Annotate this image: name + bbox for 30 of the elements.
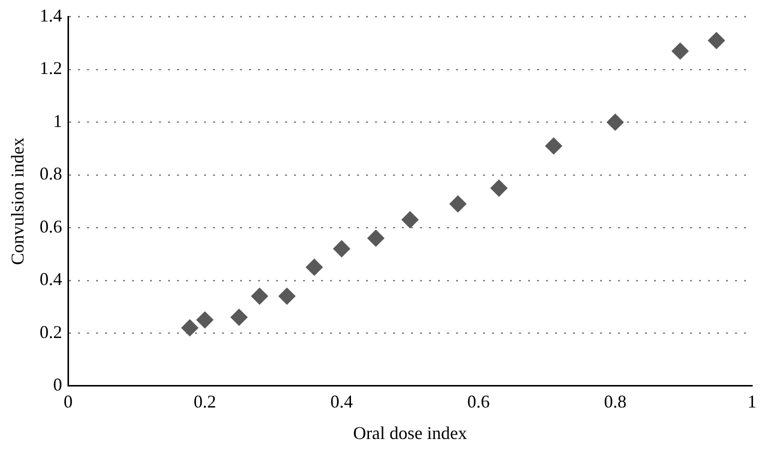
point xyxy=(196,311,214,328)
x-axis-title: Oral dose index xyxy=(353,422,468,443)
point xyxy=(606,114,624,131)
point xyxy=(672,42,689,60)
y-tick-label: 1.4 xyxy=(40,6,62,26)
point xyxy=(708,32,725,50)
point xyxy=(306,258,323,276)
point xyxy=(333,240,350,258)
x-tick-label: 0.4 xyxy=(330,391,353,412)
x-tick-label: 0.6 xyxy=(467,391,490,412)
point xyxy=(367,230,384,247)
point xyxy=(251,288,268,305)
point xyxy=(402,211,419,228)
y-tick-label: 0.2 xyxy=(40,322,62,342)
point xyxy=(545,137,562,154)
x-tick-label: 0.2 xyxy=(194,391,216,412)
point xyxy=(230,308,248,326)
y-tick-label: 0.6 xyxy=(40,216,62,236)
point xyxy=(490,180,508,197)
x-tick-label: 0.8 xyxy=(604,391,626,412)
y-axis-title: Convulsion index xyxy=(8,138,28,266)
y-tick-label: 1 xyxy=(53,110,62,131)
y-tick-label: 1.2 xyxy=(40,58,62,78)
y-tick-label: 0.4 xyxy=(40,269,62,290)
y-tick-label: 0.8 xyxy=(40,164,62,184)
y-tick-label: 0 xyxy=(53,374,62,395)
x-tick-label: 1 xyxy=(748,391,756,412)
point xyxy=(278,288,296,305)
point xyxy=(181,319,198,336)
point xyxy=(449,195,466,212)
